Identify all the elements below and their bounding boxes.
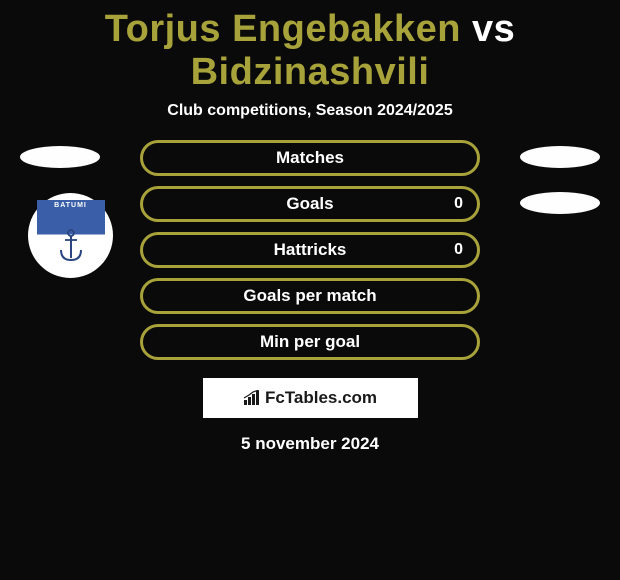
stat-pill: Goals per match [140,278,480,314]
brand-text: FcTables.com [265,388,377,408]
stat-row: Goals per match [0,276,620,322]
stat-label: Hattricks [274,240,347,260]
stat-row: Min per goal [0,322,620,368]
stat-label: Matches [276,148,344,168]
stat-value-right: 0 [454,195,463,213]
stat-pill: Min per goal [140,324,480,360]
stat-pill: Goals 0 [140,186,480,222]
club-crest: BATUMI [37,200,105,272]
stats-rows: BATUMI Matches Goals 0 Hattricks 0 Goals per … [0,138,620,368]
club-name: BATUMI [54,202,87,209]
stat-row: Matches [0,138,620,184]
brand-chart-icon [243,390,261,406]
player2-value-placeholder [520,146,600,168]
player1-value-placeholder [20,146,100,168]
comparison-card: Torjus Engebakken vs Bidzinashvili Club … [0,0,620,454]
stat-value-right: 0 [454,241,463,259]
stat-pill: Matches [140,140,480,176]
player2-value-placeholder [520,192,600,214]
brand-box[interactable]: FcTables.com [203,378,418,418]
date-line: 5 november 2024 [0,418,620,454]
stat-label: Goals [286,194,333,214]
anchor-icon [56,228,86,264]
stat-label: Min per goal [260,332,360,352]
stat-pill: Hattricks 0 [140,232,480,268]
player2-name: Bidzinashvili [191,51,430,93]
club-logo: BATUMI [28,193,113,278]
stat-label: Goals per match [243,286,376,306]
page-title: Torjus Engebakken vs Bidzinashvili [0,0,620,96]
subtitle: Club competitions, Season 2024/2025 [0,96,620,138]
player1-name: Torjus Engebakken [105,8,461,50]
vs-separator: vs [472,8,515,50]
